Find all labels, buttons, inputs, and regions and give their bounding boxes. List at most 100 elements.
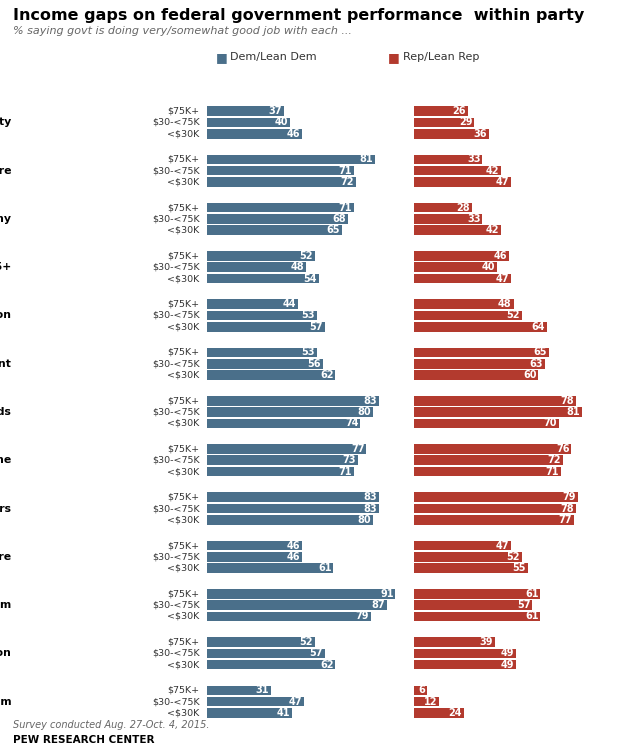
Text: 61: 61 xyxy=(525,589,538,599)
Text: Income gaps on federal government performance  within party: Income gaps on federal government perfor… xyxy=(13,8,584,23)
Text: Survey conducted Aug. 27-Oct. 4, 2015.: Survey conducted Aug. 27-Oct. 4, 2015. xyxy=(13,720,209,730)
Text: Maintaining infrastructure: Maintaining infrastructure xyxy=(0,552,12,562)
Text: 12: 12 xyxy=(424,696,437,707)
Bar xyxy=(414,396,575,405)
Bar xyxy=(207,563,333,573)
Text: 39: 39 xyxy=(479,637,493,647)
Text: 62: 62 xyxy=(320,660,333,670)
Text: 47: 47 xyxy=(496,274,509,284)
Text: $75K+: $75K+ xyxy=(168,589,200,598)
Bar xyxy=(207,600,387,610)
Text: Ensuring basic income for 65+: Ensuring basic income for 65+ xyxy=(0,262,12,272)
Text: 33: 33 xyxy=(467,154,481,164)
Text: <$30K: <$30K xyxy=(167,226,200,235)
Text: <$30K: <$30K xyxy=(167,660,200,669)
Text: 63: 63 xyxy=(529,359,543,369)
Text: 57: 57 xyxy=(310,649,323,658)
Bar xyxy=(207,370,335,380)
Text: Advancing space exploration: Advancing space exploration xyxy=(0,649,12,658)
Text: 54: 54 xyxy=(303,274,317,284)
Text: <$30K: <$30K xyxy=(167,129,200,138)
Text: $30-<75K: $30-<75K xyxy=(152,553,200,561)
Text: <$30K: <$30K xyxy=(167,322,200,331)
Bar xyxy=(414,407,582,417)
Text: $75K+: $75K+ xyxy=(168,686,200,695)
Text: 83: 83 xyxy=(364,503,377,513)
Text: $75K+: $75K+ xyxy=(168,396,200,405)
Bar xyxy=(207,686,271,695)
Text: <$30K: <$30K xyxy=(167,708,200,717)
Text: 61: 61 xyxy=(318,563,332,573)
Text: Ensuring safe food  and medicine: Ensuring safe food and medicine xyxy=(0,455,12,465)
Bar xyxy=(207,407,372,417)
Text: 60: 60 xyxy=(523,370,536,380)
Bar xyxy=(207,503,379,513)
Text: Helping people  get out of poverty: Helping people get out of poverty xyxy=(0,117,12,128)
Bar xyxy=(207,660,335,670)
Text: 47: 47 xyxy=(496,541,509,550)
Text: 71: 71 xyxy=(339,166,352,175)
Bar xyxy=(414,455,563,465)
Text: 68: 68 xyxy=(332,214,346,224)
Text: 72: 72 xyxy=(340,177,355,187)
Text: ■: ■ xyxy=(216,51,227,64)
Text: Managing immigration system: Managing immigration system xyxy=(0,696,12,707)
Text: 76: 76 xyxy=(556,444,570,454)
Text: 55: 55 xyxy=(513,563,526,573)
Text: <$30K: <$30K xyxy=(167,178,200,187)
Bar xyxy=(207,589,396,599)
Bar xyxy=(207,612,371,621)
Text: 79: 79 xyxy=(563,492,576,502)
Text: PEW RESEARCH CENTER: PEW RESEARCH CENTER xyxy=(13,735,154,745)
Text: <$30K: <$30K xyxy=(167,612,200,621)
Text: $30-<75K: $30-<75K xyxy=(152,359,200,368)
Text: 61: 61 xyxy=(525,612,538,621)
Bar xyxy=(207,118,290,127)
Text: 40: 40 xyxy=(481,262,495,272)
Bar xyxy=(207,166,354,175)
Text: 41: 41 xyxy=(276,708,290,718)
Text: 79: 79 xyxy=(355,612,369,621)
Bar xyxy=(414,129,489,138)
Text: 53: 53 xyxy=(301,348,315,358)
Bar xyxy=(414,299,513,309)
Bar xyxy=(414,225,501,235)
Bar xyxy=(414,322,547,332)
Bar xyxy=(414,503,575,513)
Bar xyxy=(207,445,367,454)
Text: $30-<75K: $30-<75K xyxy=(152,697,200,706)
Bar xyxy=(414,251,509,261)
Text: <$30K: <$30K xyxy=(167,564,200,572)
Text: $30-<75K: $30-<75K xyxy=(152,263,200,271)
Text: $30-<75K: $30-<75K xyxy=(152,311,200,320)
Text: $75K+: $75K+ xyxy=(168,445,200,454)
Text: <$30K: <$30K xyxy=(167,467,200,476)
Text: 42: 42 xyxy=(486,166,499,175)
Text: Strengthening the economy: Strengthening the economy xyxy=(0,214,12,224)
Bar xyxy=(414,708,464,717)
Text: 46: 46 xyxy=(494,251,508,261)
Text: 52: 52 xyxy=(506,552,520,562)
Text: 49: 49 xyxy=(500,660,514,670)
Text: 83: 83 xyxy=(364,395,377,406)
Bar xyxy=(414,686,426,695)
Bar xyxy=(414,419,559,428)
Text: 81: 81 xyxy=(359,154,373,164)
Bar xyxy=(414,203,472,212)
Text: 53: 53 xyxy=(301,311,315,321)
Text: Ensuring access to health care: Ensuring access to health care xyxy=(0,166,12,175)
Text: 83: 83 xyxy=(364,492,377,502)
Bar xyxy=(207,419,360,428)
Text: $30-<75K: $30-<75K xyxy=(152,456,200,465)
Text: 77: 77 xyxy=(351,444,365,454)
Bar xyxy=(207,262,307,272)
Text: ■: ■ xyxy=(388,51,400,64)
Text: 46: 46 xyxy=(287,552,300,562)
Text: 26: 26 xyxy=(452,106,466,116)
Bar xyxy=(414,600,532,610)
Text: 73: 73 xyxy=(343,455,356,465)
Bar xyxy=(414,348,548,358)
Text: 65: 65 xyxy=(326,225,340,235)
Text: $75K+: $75K+ xyxy=(168,155,200,164)
Text: <$30K: <$30K xyxy=(167,274,200,283)
